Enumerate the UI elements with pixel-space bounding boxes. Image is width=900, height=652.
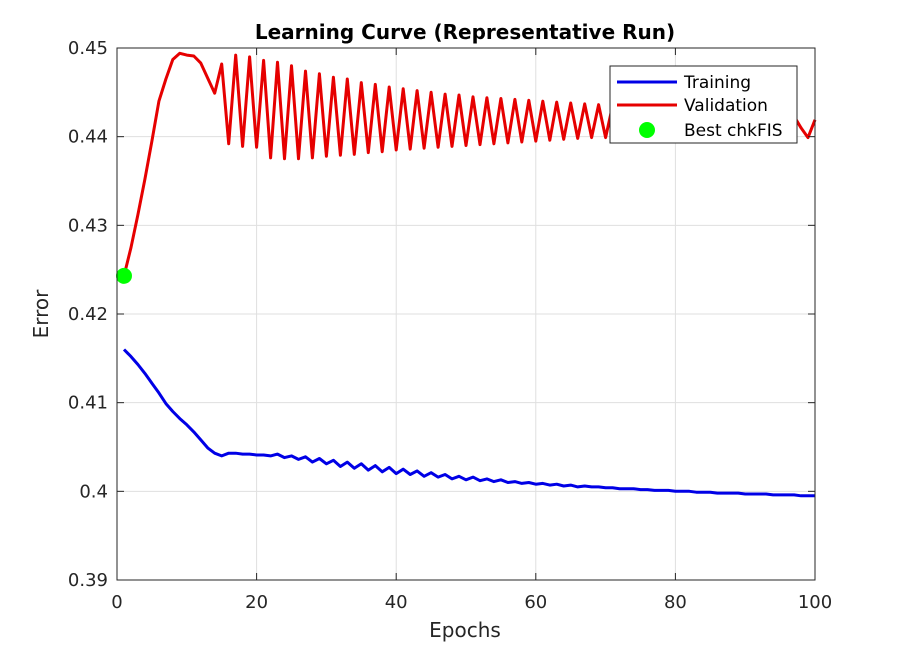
tick-labels: 0 20 40 60 80 100 0.39 0.4 0.41 0.42 0.43 0.44 0.45 bbox=[68, 38, 832, 613]
legend-label-training: Training bbox=[683, 73, 751, 93]
x-tick-label: 0 bbox=[111, 592, 122, 613]
x-axis-label: Epochs bbox=[429, 618, 501, 642]
legend-label-validation: Validation bbox=[684, 96, 768, 116]
y-tick-label: 0.44 bbox=[68, 127, 108, 148]
y-tick-label: 0.45 bbox=[68, 38, 108, 59]
x-tick-label: 60 bbox=[524, 592, 547, 613]
x-tick-label: 40 bbox=[385, 592, 408, 613]
legend-marker-best bbox=[639, 122, 655, 138]
y-tick-label: 0.43 bbox=[68, 215, 108, 236]
y-axis-label: Error bbox=[29, 289, 53, 339]
y-tick-label: 0.42 bbox=[68, 304, 108, 325]
chart-title: Learning Curve (Representative Run) bbox=[255, 20, 675, 44]
x-tick-label: 20 bbox=[245, 592, 268, 613]
axis-ticks bbox=[116, 47, 816, 581]
y-tick-label: 0.41 bbox=[68, 393, 108, 414]
x-tick-label: 80 bbox=[664, 592, 687, 613]
legend-label-best: Best chkFIS bbox=[684, 121, 783, 141]
legend: Training Validation Best chkFIS bbox=[609, 65, 798, 144]
x-tick-label: 100 bbox=[798, 592, 832, 613]
y-tick-label: 0.39 bbox=[68, 570, 108, 591]
y-tick-label: 0.4 bbox=[79, 481, 108, 502]
marker-layer bbox=[115, 267, 132, 284]
best-chkfis-marker bbox=[115, 267, 132, 284]
series-line-training bbox=[122, 348, 815, 498]
